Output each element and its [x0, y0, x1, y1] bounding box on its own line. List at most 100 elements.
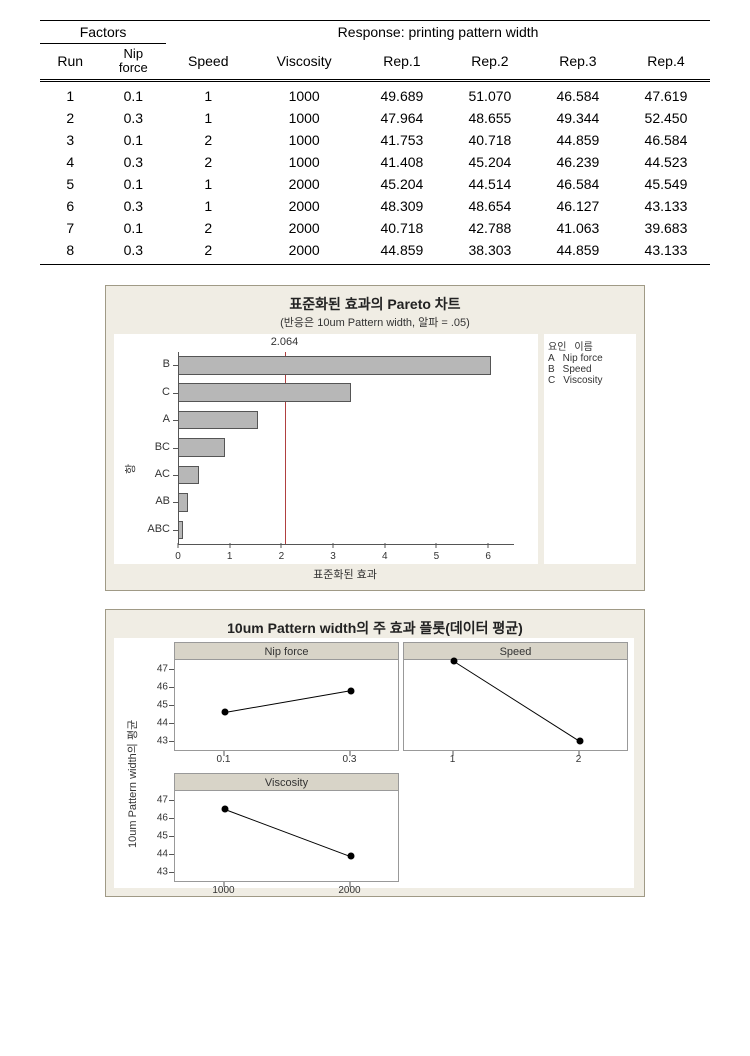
y-tick: 43	[144, 736, 168, 747]
x-tick: 3	[330, 551, 336, 562]
y-tick: 46	[144, 812, 168, 823]
pareto-bar	[178, 356, 491, 375]
pareto-bar	[178, 521, 183, 540]
table-cell: 0.3	[100, 195, 166, 217]
table-cell: 2	[166, 217, 250, 239]
pareto-ylabel: 항	[122, 463, 138, 473]
table-cell: 2000	[250, 239, 358, 265]
table-cell: 4	[40, 151, 100, 173]
response-header: Response: printing pattern width	[166, 21, 710, 44]
table-cell: 46.239	[534, 151, 622, 173]
table-cell: 0.1	[100, 217, 166, 239]
table-cell: 5	[40, 173, 100, 195]
pareto-bar	[178, 383, 351, 402]
table-cell: 48.654	[446, 195, 534, 217]
table-cell: 41.408	[358, 151, 446, 173]
table-cell: 1000	[250, 129, 358, 151]
data-point	[347, 687, 354, 694]
table-cell: 46.584	[534, 173, 622, 195]
table-cell: 0.1	[100, 129, 166, 151]
table-cell: 2000	[250, 217, 358, 239]
table-cell: 41.063	[534, 217, 622, 239]
table-cell: 42.788	[446, 217, 534, 239]
table-cell: 0.3	[100, 239, 166, 265]
table-cell: 44.514	[446, 173, 534, 195]
col-run: Run	[40, 44, 100, 81]
y-tick: 47	[144, 663, 168, 674]
table-cell: 0.3	[100, 107, 166, 129]
table-cell: 2	[40, 107, 100, 129]
table-cell: 43.133	[622, 195, 710, 217]
reference-value: 2.064	[271, 336, 299, 348]
data-point	[347, 853, 354, 860]
legend-b: B	[548, 364, 555, 375]
trend-line	[224, 809, 350, 857]
col-rep1: Rep.1	[358, 44, 446, 81]
table-row: 10.11100049.68951.07046.58447.619	[40, 80, 710, 107]
me-ylabel: 10um Pattern width의 평균	[124, 719, 140, 847]
x-tick: 1	[227, 551, 233, 562]
table-cell: 45.549	[622, 173, 710, 195]
x-tick: 5	[434, 551, 440, 562]
table-cell: 0.1	[100, 173, 166, 195]
panel-title: Nip force	[174, 642, 399, 660]
table-cell: 43.133	[622, 239, 710, 265]
table-cell: 47.619	[622, 80, 710, 107]
table-cell: 46.127	[534, 195, 622, 217]
table-cell: 2	[166, 151, 250, 173]
me-panel: Nip force	[174, 642, 399, 751]
reference-line	[285, 352, 286, 544]
col-visc: Viscosity	[250, 44, 358, 81]
pareto-category-label: BC	[138, 441, 170, 453]
pareto-category-label: C	[138, 386, 170, 398]
pareto-category-label: B	[138, 358, 170, 370]
table-row: 70.12200040.71842.78841.06339.683	[40, 217, 710, 239]
pareto-category-label: ABC	[138, 523, 170, 535]
table-cell: 1	[166, 173, 250, 195]
table-row: 40.32100041.40845.20446.23944.523	[40, 151, 710, 173]
table-cell: 46.584	[622, 129, 710, 151]
table-cell: 3	[40, 129, 100, 151]
table-cell: 8	[40, 239, 100, 265]
pareto-bar	[178, 411, 258, 430]
table-cell: 1	[166, 195, 250, 217]
pareto-category-label: AB	[138, 495, 170, 507]
trend-line	[224, 691, 350, 714]
pareto-category-label: A	[138, 413, 170, 425]
x-tick: 0	[175, 551, 181, 562]
col-rep4: Rep.4	[622, 44, 710, 81]
table-cell: 44.859	[534, 129, 622, 151]
data-point	[576, 738, 583, 745]
pareto-title: 표준화된 효과의 Pareto 차트	[114, 294, 636, 314]
legend-a: A	[548, 353, 555, 364]
pareto-bar	[178, 493, 188, 512]
table-cell: 47.964	[358, 107, 446, 129]
table-cell: 1000	[250, 151, 358, 173]
me-plot-area: 10um Pattern width의 평균 43444546474344454…	[114, 638, 634, 888]
legend-a-name: Nip force	[563, 353, 603, 364]
table-cell: 2000	[250, 195, 358, 217]
trend-line	[453, 661, 580, 742]
panel-inner	[403, 660, 628, 751]
pareto-legend: 요인 이름 ANip force BSpeed CViscosity	[544, 334, 636, 564]
table-cell: 44.523	[622, 151, 710, 173]
col-rep3: Rep.3	[534, 44, 622, 81]
table-cell: 49.344	[534, 107, 622, 129]
data-point	[221, 805, 228, 812]
y-tick: 44	[144, 849, 168, 860]
table-cell: 38.303	[446, 239, 534, 265]
table-cell: 7	[40, 217, 100, 239]
data-point	[450, 658, 457, 665]
panel-inner	[174, 660, 399, 751]
table-cell: 40.718	[446, 129, 534, 151]
table-cell: 1000	[250, 107, 358, 129]
pareto-plot-area: 항 01234562.064BCABCACABABC	[114, 334, 538, 564]
y-tick: 47	[144, 794, 168, 805]
table-cell: 45.204	[358, 173, 446, 195]
panel-inner	[174, 791, 399, 882]
table-cell: 1	[166, 80, 250, 107]
col-rep2: Rep.2	[446, 44, 534, 81]
pareto-bar	[178, 466, 199, 485]
table-row: 30.12100041.75340.71844.85946.584	[40, 129, 710, 151]
pareto-category-label: AC	[138, 468, 170, 480]
